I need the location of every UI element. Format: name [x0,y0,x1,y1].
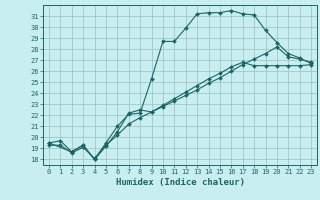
X-axis label: Humidex (Indice chaleur): Humidex (Indice chaleur) [116,178,244,187]
